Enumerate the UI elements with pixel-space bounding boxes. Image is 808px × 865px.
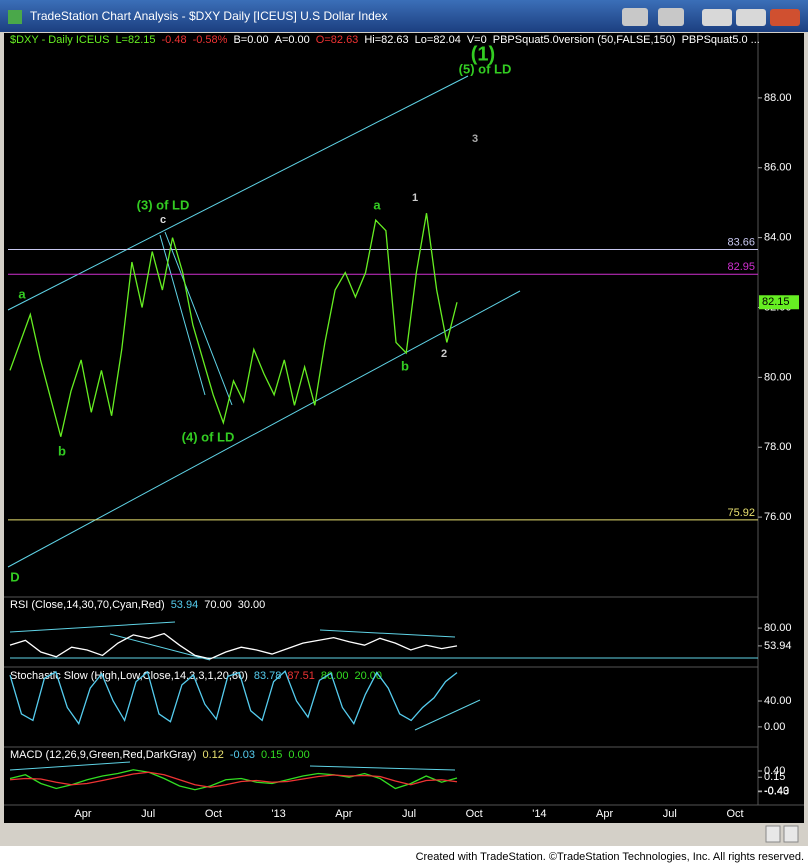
rsi-trend-line <box>9 621 176 633</box>
y-tick-label: -0.40 <box>764 785 789 797</box>
last-price-box <box>759 295 799 310</box>
last-price-label: 82.15 <box>762 296 790 308</box>
y-tick-label: 76.00 <box>764 511 792 523</box>
x-tick-label: '14 <box>532 808 546 820</box>
zoom-button[interactable] <box>783 825 799 843</box>
wave-label: D <box>10 569 19 584</box>
y-tick-label: 84.00 <box>764 232 792 244</box>
app-icon <box>8 10 22 24</box>
y-tick-label: 40.00 <box>764 695 792 707</box>
window-title: TradeStation Chart Analysis - $DXY Daily… <box>30 9 387 23</box>
zoom-button[interactable] <box>765 825 781 843</box>
header-item: L=82.15 <box>115 34 155 46</box>
x-tick-label: Oct <box>466 808 483 820</box>
level-label: 83.66 <box>727 236 755 248</box>
maximize-button[interactable] <box>736 9 766 26</box>
wave-label: b <box>58 443 66 458</box>
header-item: 83.78 <box>254 670 282 682</box>
header-item: 30.00 <box>238 599 266 611</box>
wave-label: (5) of LD <box>459 61 512 76</box>
header-item: 0.12 <box>202 749 223 761</box>
header-item: MACD (12,26,9,Green,Red,DarkGray) <box>10 749 196 761</box>
header-item: O=82.63 <box>316 34 359 46</box>
x-tick-label: Jul <box>663 808 677 820</box>
header-item: RSI (Close,14,30,70,Cyan,Red) <box>10 599 165 611</box>
header-item: V=0 <box>467 34 487 46</box>
wave-label: b <box>401 358 409 373</box>
y-tick-label: 78.00 <box>764 441 792 453</box>
series-line <box>9 769 458 791</box>
wave-label: 2 <box>441 348 447 360</box>
header-item: Hi=82.63 <box>364 34 408 46</box>
header-item: PBPSquat5.0version (50,FALSE,150) <box>493 34 676 46</box>
y-tick-label: 80.00 <box>764 622 792 634</box>
x-tick-label: Apr <box>74 808 91 820</box>
chart-area <box>4 33 804 823</box>
channel-line <box>7 290 521 568</box>
header-item: $DXY - Daily ICEUS <box>10 34 109 46</box>
header-item: 20.00 <box>354 670 382 682</box>
stoch-trend-line <box>414 699 481 731</box>
series-line <box>9 632 458 660</box>
header-item: -0.03 <box>230 749 255 761</box>
y-tick-label: 88.00 <box>764 92 792 104</box>
minimize-button[interactable] <box>702 9 732 26</box>
y-tick-label: 0.15 <box>764 771 785 783</box>
header-item: -0.48 <box>162 34 187 46</box>
x-tick-label: Jul <box>141 808 155 820</box>
series-line <box>9 213 458 437</box>
symbol-button[interactable] <box>622 8 648 26</box>
x-tick-label: '13 <box>271 808 285 820</box>
x-tick-label: Apr <box>335 808 352 820</box>
header-item: 70.00 <box>204 599 232 611</box>
header-item: A=0.00 <box>275 34 310 46</box>
y-tick-label: -0.43 <box>764 786 789 798</box>
level-label: 75.92 <box>727 507 755 519</box>
y-tick-label: 0.00 <box>764 721 785 733</box>
series-line <box>9 771 458 788</box>
toolbar-button[interactable] <box>658 8 684 26</box>
header-item: -0.58% <box>193 34 228 46</box>
header-item: 0.15 <box>261 749 282 761</box>
wave-label: a <box>18 286 26 301</box>
wave-label: 1 <box>412 192 418 204</box>
header-item: 53.94 <box>171 599 199 611</box>
header-item: 0.00 <box>288 749 309 761</box>
footer-bar <box>0 846 808 865</box>
scrollbar-row <box>4 823 804 845</box>
wave-label: a <box>373 197 381 212</box>
rsi-trend-line <box>319 629 456 638</box>
footer-text: Created with TradeStation. ©TradeStation… <box>416 851 804 863</box>
wave-label: (4) of LD <box>182 429 235 444</box>
header-item: PBPSquat5.0 ... <box>682 34 760 46</box>
series-line <box>9 670 458 726</box>
y-tick-label: 80.00 <box>764 371 792 383</box>
header-item: B=0.00 <box>233 34 268 46</box>
x-tick-label: Oct <box>205 808 222 820</box>
y-tick-label: 53.94 <box>764 640 792 652</box>
x-tick-label: Jul <box>402 808 416 820</box>
wave-label: (3) of LD <box>137 197 190 212</box>
wave-label: c <box>160 214 166 226</box>
x-tick-label: Oct <box>726 808 743 820</box>
header-item: 87.51 <box>287 670 315 682</box>
macd-trend-line <box>9 761 131 771</box>
trend-line <box>164 231 233 406</box>
y-tick-label: 0.40 <box>764 765 785 777</box>
x-tick-label: Apr <box>596 808 613 820</box>
level-label: 82.95 <box>727 261 755 273</box>
header-item: Stochastic Slow (High,Low,Close,14,3,3,1… <box>10 670 248 682</box>
header-item: Lo=82.04 <box>415 34 461 46</box>
y-tick-label: 86.00 <box>764 162 792 174</box>
macd-trend-line <box>309 765 456 771</box>
wave-label: 3 <box>472 133 478 145</box>
header-item: 80.00 <box>321 670 349 682</box>
channel-line <box>7 75 469 311</box>
wave-label: (1) <box>471 43 495 65</box>
close-button[interactable] <box>770 9 800 26</box>
